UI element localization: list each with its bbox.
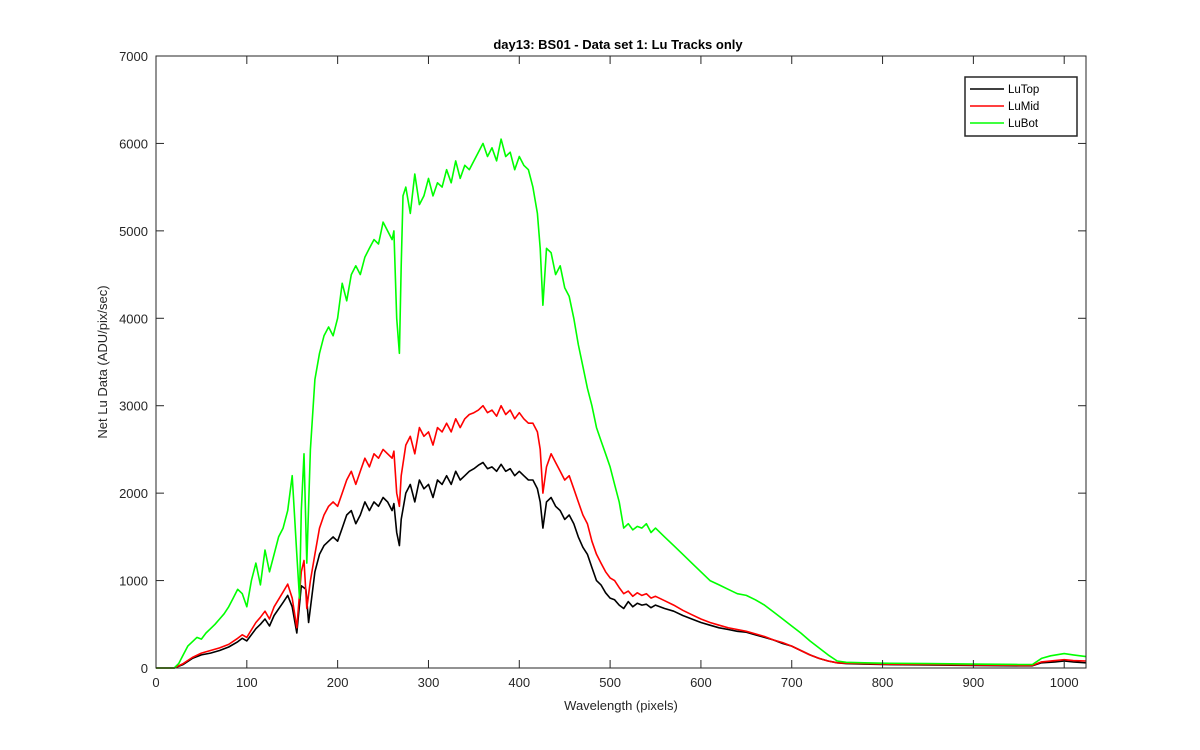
x-tick-label: 0 [152, 675, 159, 690]
x-tick-label: 900 [963, 675, 985, 690]
y-tick-label: 5000 [119, 224, 148, 239]
y-tick-label: 4000 [119, 311, 148, 326]
y-tick-label: 7000 [119, 49, 148, 64]
legend-label-lutop: LuTop [1008, 84, 1039, 96]
y-tick-label: 2000 [119, 486, 148, 501]
y-tick-label: 0 [141, 661, 148, 676]
plot-frame [155, 55, 1087, 669]
legend-label-lubot: LuBot [1008, 118, 1039, 130]
x-tick-label: 800 [872, 675, 894, 690]
x-tick-label: 500 [599, 675, 621, 690]
series-layer [156, 138, 1087, 669]
series-line-lumid [156, 404, 1087, 669]
x-tick-label: 600 [690, 675, 712, 690]
y-tick-label: 1000 [119, 574, 148, 589]
plot-area [156, 56, 1086, 668]
x-tick-label: 100 [236, 675, 258, 690]
chart-title: day13: BS01 - Data set 1: Lu Tracks only [493, 37, 743, 52]
x-tick-label: 1000 [1050, 675, 1079, 690]
x-tick-label: 700 [781, 675, 803, 690]
legend: LuTop LuMid LuBot [964, 76, 1078, 137]
x-axis-label: Wavelength (pixels) [564, 698, 678, 713]
y-tick-label: 3000 [119, 399, 148, 414]
series-line-lutop [156, 461, 1087, 669]
tick-layer: 0 100 200 300 400 500 600 700 800 900 1000 0 1000 200… [119, 49, 1086, 690]
y-axis-label: Net Lu Data (ADU/pix/sec) [95, 285, 110, 438]
legend-label-lumid: LuMid [1008, 101, 1039, 113]
x-tick-label: 300 [418, 675, 440, 690]
series-line-lubot [156, 138, 1087, 669]
x-tick-label: 400 [508, 675, 530, 690]
x-tick-label: 200 [327, 675, 349, 690]
y-tick-label: 6000 [119, 136, 148, 151]
